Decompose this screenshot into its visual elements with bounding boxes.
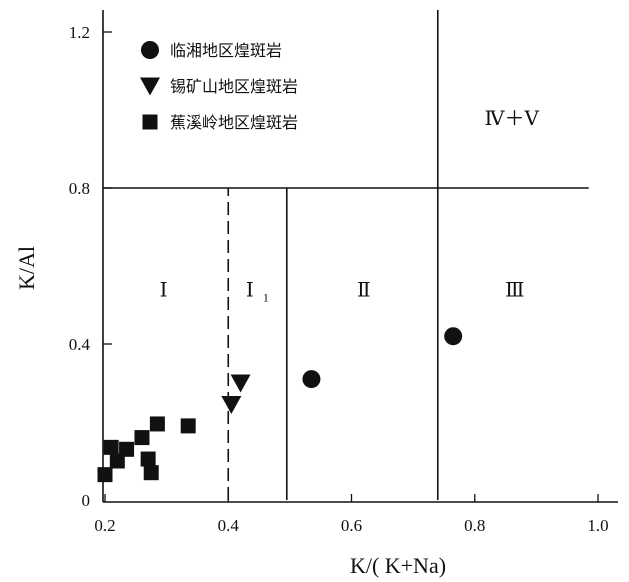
square-marker <box>149 416 165 432</box>
boundary-lines <box>103 10 589 500</box>
x-tick-label: 0.2 <box>94 516 115 535</box>
region-label: Ⅳ＋Ⅴ <box>485 108 540 130</box>
data-series <box>97 416 196 483</box>
y-axis-title: K/Al <box>14 246 39 290</box>
region-label: Ⅰ <box>160 279 168 301</box>
legend-item: 蕉溪岭地区煌斑岩 <box>142 113 298 132</box>
square-marker <box>119 441 135 457</box>
region-label-subscript: 1 <box>263 290 269 304</box>
y-tick-label: 0.8 <box>69 179 90 198</box>
square-marker <box>134 430 150 446</box>
data-series <box>221 374 251 414</box>
region-label-text: Ⅰ <box>160 279 168 301</box>
y-tick-label: 0 <box>82 491 91 510</box>
circle-marker <box>302 370 321 389</box>
y-tick-label: 0.4 <box>69 335 91 354</box>
circle-marker <box>141 41 159 59</box>
x-tick-label: 1.0 <box>587 516 608 535</box>
data-series <box>302 327 463 389</box>
triangle-down-marker <box>140 77 160 96</box>
legend-label: 临湘地区煌斑岩 <box>170 41 282 60</box>
x-tick-label: 0.6 <box>341 516 362 535</box>
legend-item: 锡矿山地区煌斑岩 <box>140 77 298 96</box>
axes <box>102 10 618 503</box>
square-marker <box>109 453 125 469</box>
region-label-text: Ⅲ <box>505 279 524 301</box>
data-points <box>97 327 463 483</box>
square-marker <box>140 451 156 467</box>
legend-label: 蕉溪岭地区煌斑岩 <box>170 113 298 132</box>
square-marker <box>142 114 158 130</box>
x-tick-label: 0.8 <box>464 516 485 535</box>
legend-item: 临湘地区煌斑岩 <box>141 41 282 60</box>
legend-label: 锡矿山地区煌斑岩 <box>170 77 298 96</box>
region-label-text: Ⅰ <box>246 279 254 301</box>
region-label: Ⅲ <box>505 279 524 301</box>
region-label: Ⅱ <box>357 279 371 301</box>
square-marker <box>143 465 159 481</box>
square-marker <box>103 439 119 455</box>
y-tick-label: 1.2 <box>69 23 90 42</box>
circle-marker <box>444 327 463 346</box>
square-marker <box>97 467 113 483</box>
triangle-down-marker <box>230 374 251 393</box>
axis-ticks: 0.2 0.4 0.6 0.8 1.0 0 0.4 0.8 1.2 <box>69 23 609 535</box>
triangle-down-marker <box>221 395 242 414</box>
region-label-text: Ⅳ＋Ⅴ <box>485 108 540 130</box>
x-axis-title: K/( K+Na) <box>350 553 446 578</box>
x-tick-label: 0.4 <box>218 516 240 535</box>
region-label-text: Ⅱ <box>357 279 371 301</box>
square-marker <box>180 418 196 434</box>
